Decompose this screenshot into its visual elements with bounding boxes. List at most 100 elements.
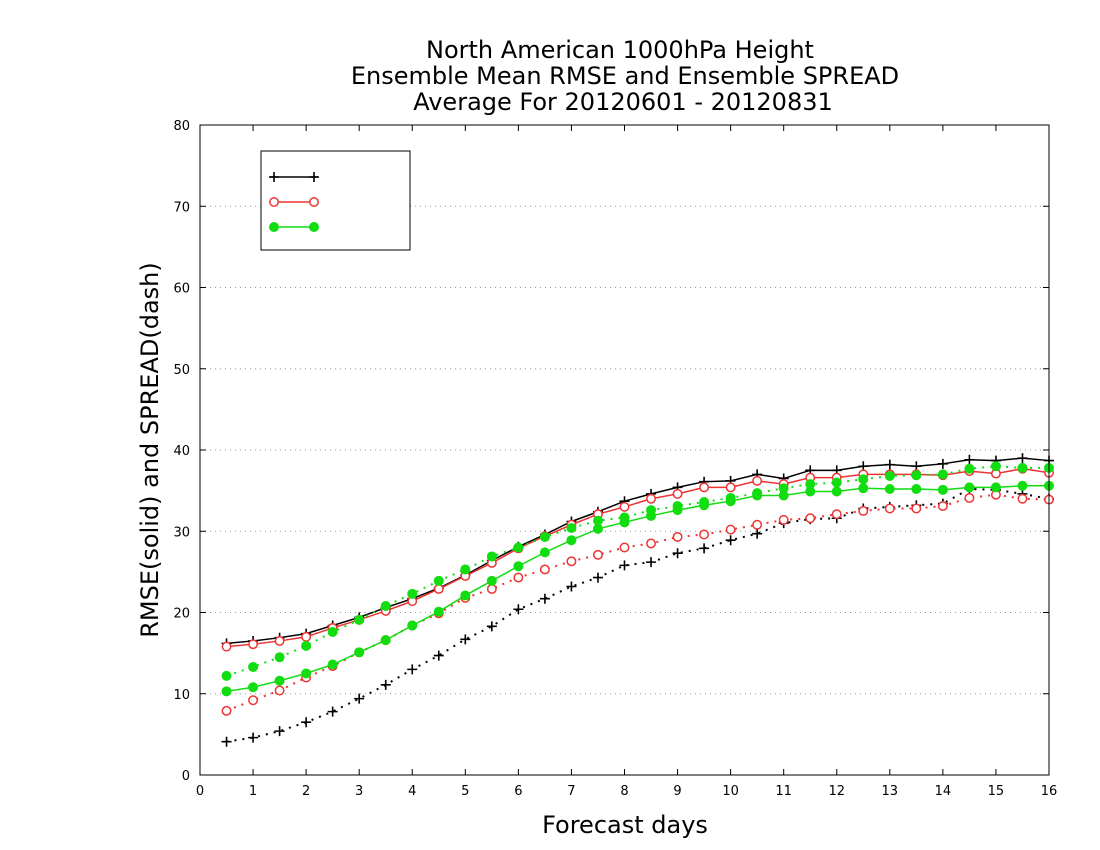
series-c-rmse-point-10 xyxy=(486,575,497,586)
series-c-rmse-point-7 xyxy=(407,620,418,631)
series-a-rmse-point-25 xyxy=(884,459,895,470)
x-tick-label-0: 0 xyxy=(196,784,204,799)
series-b-spread-line xyxy=(226,493,1050,712)
series-c-spread-point-13 xyxy=(566,523,577,533)
series-c-spread-point-25 xyxy=(884,471,895,481)
series-c-spread-point-24 xyxy=(858,474,869,485)
series-b-spread-point-20 xyxy=(752,519,763,530)
series-a-spread-point-20 xyxy=(752,528,763,539)
series-c-spread-point-11 xyxy=(513,542,524,553)
y-tick-label-5: 50 xyxy=(173,363,190,378)
x-tick-label-10: 10 xyxy=(722,784,739,799)
series-a-spread-point-2 xyxy=(274,726,285,737)
series-c-spread-point-9 xyxy=(460,564,471,575)
series-c-rmse-point-23 xyxy=(831,486,842,497)
series-b-rmse-point-0 xyxy=(221,641,232,652)
series-b-rmse-point-16 xyxy=(646,493,656,504)
series-c-rmse-point-20 xyxy=(752,490,763,501)
x-tick-label-12: 12 xyxy=(828,784,845,799)
series-a-spread-point-10 xyxy=(486,621,497,632)
series-b-spread-point-17 xyxy=(672,531,683,542)
series-b-spread-point-13 xyxy=(566,556,577,567)
series-a-spread-point-11 xyxy=(513,604,524,615)
series-a-spread-point-18 xyxy=(699,543,710,554)
x-tick-label-1: 1 xyxy=(249,784,257,799)
x-tick-label-14: 14 xyxy=(935,784,952,799)
series-b-rmse-point-2 xyxy=(274,635,285,646)
y-tick-label-6: 60 xyxy=(173,282,190,297)
series-layer xyxy=(221,453,1054,747)
series-b-spread-point-11 xyxy=(513,572,524,583)
x-tick-label-8: 8 xyxy=(620,784,628,799)
series-b xyxy=(221,463,1054,716)
series-c-rmse-point-3 xyxy=(301,668,312,679)
legend-marker-end-b xyxy=(309,197,319,207)
series-c-rmse-point-1 xyxy=(248,682,259,693)
y-tick-label-2: 20 xyxy=(173,607,190,622)
series-c-rmse-point-16 xyxy=(646,510,657,521)
series-b-spread-point-16 xyxy=(646,538,656,549)
x-tick-label-7: 7 xyxy=(567,784,575,799)
x-tick-label-13: 13 xyxy=(882,784,899,799)
series-c-rmse-point-27 xyxy=(937,484,948,495)
series-b-spread-point-14 xyxy=(593,549,603,560)
series-b-spread-point-2 xyxy=(274,685,285,696)
series-a xyxy=(221,453,1054,747)
series-b-rmse-point-3 xyxy=(301,631,312,642)
series-c-spread-point-6 xyxy=(380,601,391,611)
series-b-spread-point-12 xyxy=(539,564,550,575)
y-tick-label-3: 30 xyxy=(173,525,190,540)
x-tick-label-15: 15 xyxy=(988,784,1005,799)
series-b-rmse-point-18 xyxy=(699,482,710,493)
series-c xyxy=(221,461,1054,697)
series-b-spread-point-18 xyxy=(699,529,710,540)
series-b-spread-point-24 xyxy=(858,505,869,516)
series-b-spread-point-22 xyxy=(805,513,816,524)
series-c-rmse-point-14 xyxy=(592,523,603,534)
legend-marker-end-a xyxy=(309,172,319,182)
legend-marker-start-b xyxy=(269,197,279,207)
series-b-spread-point-19 xyxy=(725,524,736,535)
x-tick-label-9: 9 xyxy=(673,784,681,799)
series-c-rmse-point-12 xyxy=(539,547,550,558)
legend-marker-end-c xyxy=(309,222,319,232)
y-tick-label-1: 10 xyxy=(173,688,190,703)
legend-marker-start-a xyxy=(269,172,279,182)
series-b-spread-point-23 xyxy=(831,509,842,520)
series-a-spread-line xyxy=(226,487,1050,743)
series-a-spread-point-5 xyxy=(354,693,365,704)
series-c-rmse-point-4 xyxy=(327,659,338,670)
series-c-rmse-point-22 xyxy=(805,486,816,497)
series-b-rmse-point-20 xyxy=(752,475,763,486)
series-b-spread-point-21 xyxy=(778,514,789,525)
grid-lines xyxy=(200,205,1049,695)
series-b-spread-point-26 xyxy=(911,503,922,514)
title-line-2: Ensemble Mean RMSE and Ensemble SPREAD xyxy=(351,62,899,90)
series-c-rmse-point-26 xyxy=(911,484,922,494)
series-b-spread-point-0 xyxy=(221,705,232,716)
series-c-rmse-point-21 xyxy=(778,490,789,501)
legend-box xyxy=(260,150,411,251)
series-c-rmse-point-24 xyxy=(858,483,869,494)
series-b-spread-point-27 xyxy=(937,501,948,512)
series-c-rmse-line xyxy=(226,485,1049,693)
series-b-spread-point-28 xyxy=(964,492,975,503)
legend-entry-a xyxy=(269,172,319,182)
series-a-rmse-point-27 xyxy=(937,458,948,469)
chart-title: North American 1000hPa Height Ensemble M… xyxy=(351,36,899,116)
series-c-spread-point-30 xyxy=(1017,462,1028,473)
series-b-rmse-point-15 xyxy=(619,501,630,512)
x-tick-label-4: 4 xyxy=(408,784,416,799)
series-c-spread-point-8 xyxy=(433,575,444,586)
series-b-spread-point-1 xyxy=(248,695,259,706)
legend-marker-start-c xyxy=(269,222,279,232)
series-c-spread-point-3 xyxy=(301,640,312,651)
series-b-rmse-point-8 xyxy=(433,583,444,594)
series-c-spread-point-29 xyxy=(990,461,1001,472)
series-c-spread-point-28 xyxy=(964,463,975,474)
series-c-rmse-point-0 xyxy=(221,686,232,697)
title-line-3: Average For 20120601 - 20120831 xyxy=(413,88,833,116)
series-b-rmse-point-17 xyxy=(672,488,683,499)
x-tick-label-6: 6 xyxy=(514,784,522,799)
